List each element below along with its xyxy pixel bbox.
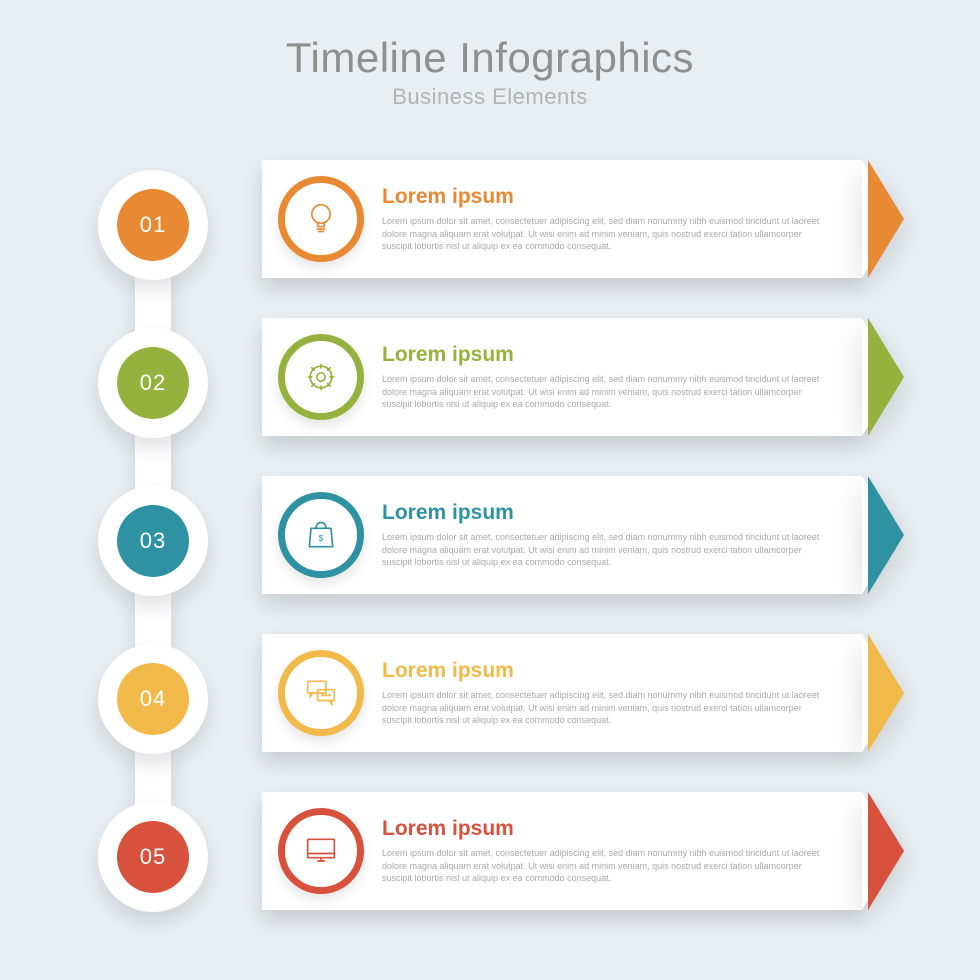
- step-number: 01: [117, 189, 189, 261]
- timeline-connector: [135, 272, 171, 336]
- bulb-icon: [278, 176, 364, 262]
- step-row-03: $ Lorem ipsum Lorem ipsum dolor sit amet, …: [262, 476, 902, 594]
- step-text: Lorem ipsum Lorem ipsum dolor sit amet, c…: [382, 659, 832, 727]
- step-row-04: Lorem ipsum Lorem ipsum dolor sit amet, c…: [262, 634, 902, 752]
- step-card: Lorem ipsum Lorem ipsum dolor sit amet, c…: [262, 318, 862, 436]
- step-text: Lorem ipsum Lorem ipsum dolor sit amet, c…: [382, 185, 832, 253]
- step-title: Lorem ipsum: [382, 659, 832, 683]
- infographic-stage: 01 02 03 04 05 Lorem ipsum Lorem ipsum dolor …: [0, 160, 980, 980]
- step-number: 03: [117, 505, 189, 577]
- gear-icon: [278, 334, 364, 420]
- step-title: Lorem ipsum: [382, 343, 832, 367]
- step-row-01: Lorem ipsum Lorem ipsum dolor sit amet, c…: [262, 160, 902, 278]
- page-subtitle: Business Elements: [0, 84, 980, 110]
- step-body: Lorem ipsum dolor sit amet, consectetuer…: [382, 531, 832, 569]
- monitor-icon: [278, 808, 364, 894]
- chevron-right-icon: [862, 476, 902, 594]
- timeline-node-03: 03: [98, 486, 208, 596]
- step-body: Lorem ipsum dolor sit amet, consectetuer…: [382, 373, 832, 411]
- timeline-connector: [135, 588, 171, 652]
- timeline-node-01: 01: [98, 170, 208, 280]
- timeline-node-02: 02: [98, 328, 208, 438]
- step-number: 04: [117, 663, 189, 735]
- svg-text:$: $: [319, 533, 324, 543]
- step-number: 02: [117, 347, 189, 419]
- timeline-connector: [135, 746, 171, 810]
- header: Timeline Infographics Business Elements: [0, 0, 980, 110]
- chevron-right-icon: [862, 634, 902, 752]
- chat-icon: [278, 650, 364, 736]
- step-text: Lorem ipsum Lorem ipsum dolor sit amet, c…: [382, 817, 832, 885]
- timeline-column: 01 02 03 04 05: [98, 166, 208, 926]
- timeline-node-04: 04: [98, 644, 208, 754]
- step-title: Lorem ipsum: [382, 185, 832, 209]
- page-title: Timeline Infographics: [0, 34, 980, 82]
- step-card: Lorem ipsum Lorem ipsum dolor sit amet, c…: [262, 792, 862, 910]
- bag-icon: $: [278, 492, 364, 578]
- chevron-right-icon: [862, 318, 902, 436]
- step-number: 05: [117, 821, 189, 893]
- step-text: Lorem ipsum Lorem ipsum dolor sit amet, c…: [382, 343, 832, 411]
- step-row-05: Lorem ipsum Lorem ipsum dolor sit amet, c…: [262, 792, 902, 910]
- step-text: Lorem ipsum Lorem ipsum dolor sit amet, c…: [382, 501, 832, 569]
- step-title: Lorem ipsum: [382, 501, 832, 525]
- step-body: Lorem ipsum dolor sit amet, consectetuer…: [382, 215, 832, 253]
- step-row-02: Lorem ipsum Lorem ipsum dolor sit amet, c…: [262, 318, 902, 436]
- timeline-node-05: 05: [98, 802, 208, 912]
- chevron-right-icon: [862, 792, 902, 910]
- timeline-connector: [135, 430, 171, 494]
- step-body: Lorem ipsum dolor sit amet, consectetuer…: [382, 847, 832, 885]
- step-body: Lorem ipsum dolor sit amet, consectetuer…: [382, 689, 832, 727]
- step-card: Lorem ipsum Lorem ipsum dolor sit amet, c…: [262, 634, 862, 752]
- step-card: Lorem ipsum Lorem ipsum dolor sit amet, c…: [262, 160, 862, 278]
- step-title: Lorem ipsum: [382, 817, 832, 841]
- chevron-right-icon: [862, 160, 902, 278]
- step-card: $ Lorem ipsum Lorem ipsum dolor sit amet, …: [262, 476, 862, 594]
